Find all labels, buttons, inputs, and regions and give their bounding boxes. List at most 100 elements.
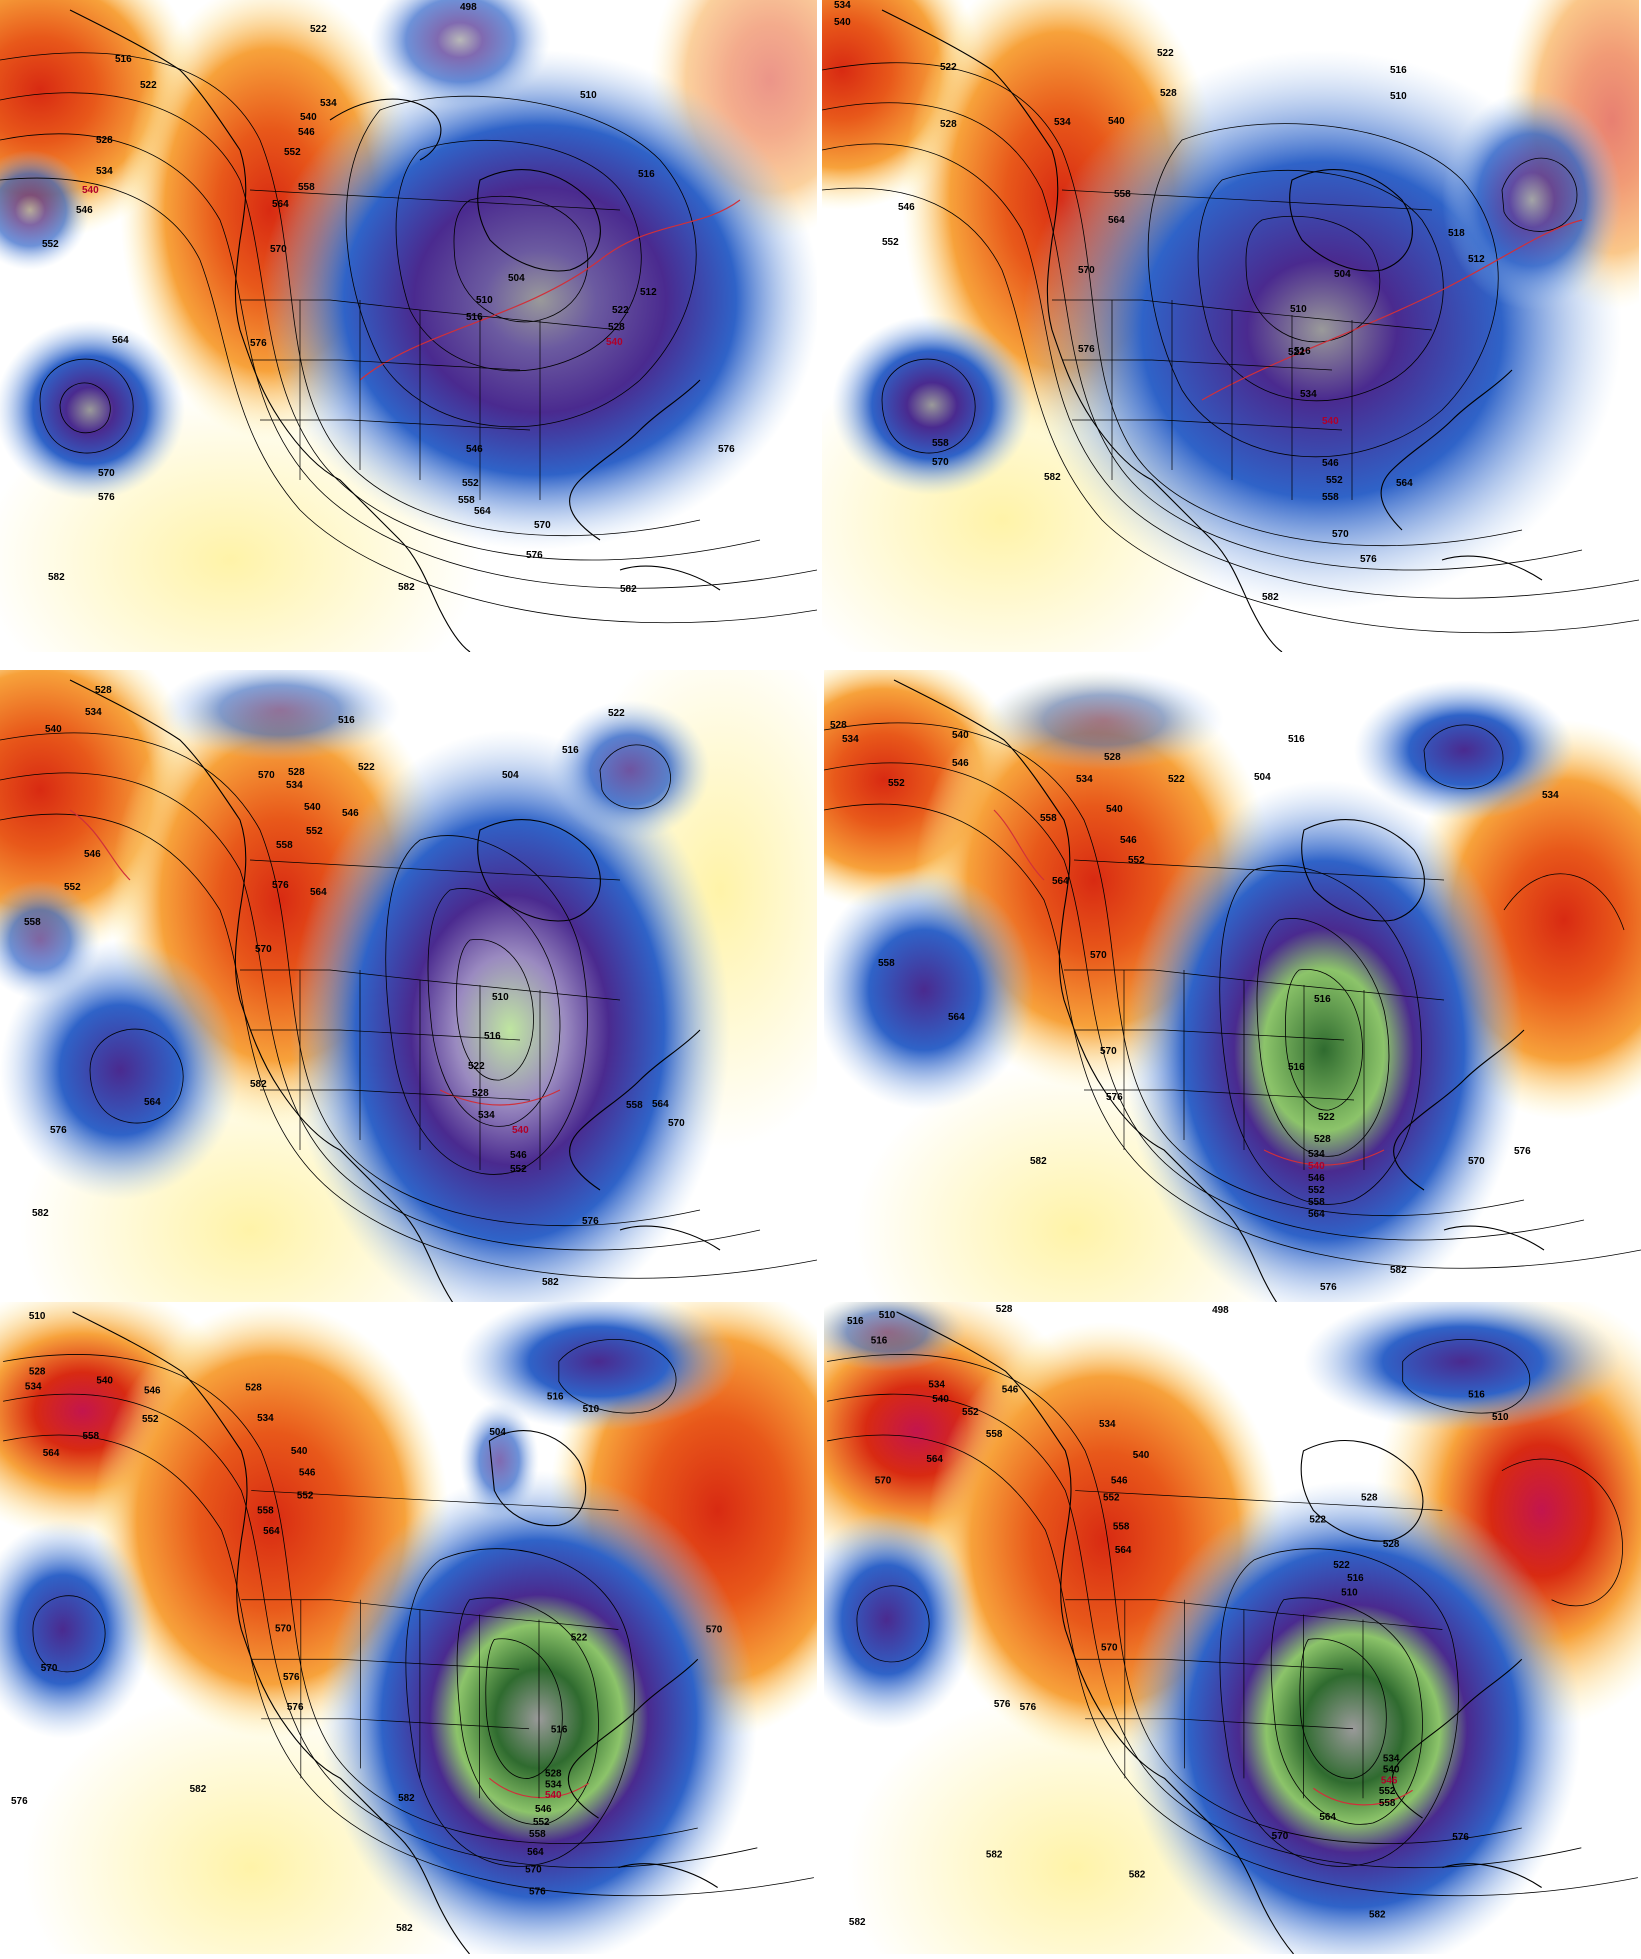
contour-label: 570: [706, 1624, 723, 1635]
contour-label: 564: [948, 1012, 965, 1023]
contour-label: 540: [932, 1394, 949, 1405]
contour-label: 534: [1383, 1753, 1400, 1764]
contour-label: 516: [562, 745, 579, 756]
contour-label: 540: [1106, 804, 1123, 815]
contour-label: 510: [1492, 1412, 1509, 1423]
contour-label: 582: [1030, 1156, 1047, 1167]
coastline-outline: [72, 1311, 718, 1954]
contour-label: 534: [257, 1413, 274, 1424]
height-field-map: 510 528 534 540 546 552 558 564 570 576 …: [0, 1302, 817, 1954]
contour-label: 552: [1326, 475, 1343, 486]
contour-label: 582: [1044, 472, 1061, 483]
contour-label: 516: [638, 169, 655, 180]
height-field-map: 510 516 528 534 540 546 552 558 564 570 …: [824, 1302, 1641, 1954]
height-contours: [824, 722, 1641, 1269]
contour-label: 522: [608, 708, 625, 719]
contour-label: 534: [25, 1381, 42, 1392]
contour-label: 576: [272, 880, 289, 891]
contour-label: 516: [847, 1316, 864, 1327]
contour-label: 558: [986, 1429, 1003, 1440]
contour-label: 570: [932, 457, 949, 468]
contour-label: 582: [1369, 1909, 1386, 1920]
contour-label: 528: [545, 1768, 562, 1779]
contour-label: 576: [1514, 1146, 1531, 1157]
contour-label: 576: [50, 1125, 67, 1136]
contour-label: 558: [1379, 1798, 1396, 1809]
contour-label: 558: [276, 840, 293, 851]
contour-label: 546: [952, 758, 969, 769]
contour-label: 582: [849, 1917, 866, 1928]
contour-label: 552: [510, 1164, 527, 1175]
contour-label: 570: [1101, 1642, 1118, 1653]
contour-label: 534: [1076, 774, 1093, 785]
contour-label: 534: [1308, 1149, 1325, 1160]
contour-label: 546: [342, 808, 359, 819]
contour-label: 498: [460, 2, 477, 13]
state-boundaries: [240, 189, 621, 500]
contour-label: 528: [1104, 752, 1121, 763]
contour-label: 570: [525, 1865, 542, 1876]
contour-label: 522: [1333, 1560, 1350, 1571]
contour-label: 516: [338, 715, 355, 726]
contour-label: 504: [1254, 772, 1271, 783]
contour-label: 534: [1300, 389, 1317, 400]
contour-label: 552: [533, 1817, 550, 1828]
contour-label: 576: [287, 1702, 304, 1713]
contour-label: 576: [994, 1699, 1011, 1710]
contour-label: 546: [1322, 458, 1339, 469]
contour-label: 522: [940, 62, 957, 73]
contour-label: 582: [250, 1079, 267, 1090]
contour-label: 582: [1390, 1265, 1407, 1276]
contour-label: 528: [288, 767, 305, 778]
contour-label: 534: [545, 1779, 562, 1790]
contour-label: 546: [1111, 1476, 1128, 1487]
contour-label: 576: [1078, 344, 1095, 355]
contour-label: 582: [398, 582, 415, 593]
contour-label: 540: [834, 17, 851, 28]
contour-label: 564: [1396, 478, 1413, 489]
contour-label: 576: [582, 1216, 599, 1227]
contour-label: 522: [468, 1061, 485, 1072]
contour-label: 558: [878, 958, 895, 969]
contour-label: 534: [842, 734, 859, 745]
map-panel: 528 534 540 546 552 558 564 570 576 582 …: [824, 670, 1641, 1322]
contour-label: 582: [32, 1208, 49, 1219]
contour-label: 510: [1341, 1588, 1358, 1599]
contour-label: 504: [1334, 269, 1351, 280]
contour-label: 516: [1347, 1573, 1364, 1584]
contour-label: 540: [1383, 1764, 1400, 1775]
contour-label: 518: [1448, 228, 1465, 239]
contour-label: 558: [932, 438, 949, 449]
contour-label: 576: [98, 492, 115, 503]
contour-labels: 528 534 540 546 552 558 564 570 576 582 …: [24, 685, 685, 1288]
coastline-outline: [69, 9, 721, 652]
contour-label: 570: [668, 1118, 685, 1129]
contour-label: 582: [396, 1923, 413, 1934]
contour-labels: 528 534 540 546 552 558 564 570 576 582 …: [830, 720, 1559, 1293]
state-boundaries: [1052, 189, 1433, 500]
contour-label: 570: [41, 1663, 58, 1674]
contour-label: 576: [526, 550, 543, 561]
contour-labels: 510 528 534 540 546 552 558 564 570 576 …: [11, 1311, 723, 1934]
contour-label: 534: [1542, 790, 1559, 801]
contour-label: 564: [1319, 1812, 1336, 1823]
state-boundaries: [1064, 859, 1445, 1170]
contour-label: 558: [1114, 189, 1131, 200]
contour-label: 540: [1133, 1450, 1150, 1461]
contour-label: 534: [478, 1110, 495, 1121]
contour-label: 558: [1040, 813, 1057, 824]
contour-label: 570: [1468, 1156, 1485, 1167]
contour-label: 522: [1309, 1514, 1326, 1525]
contour-label: 522: [612, 305, 629, 316]
contour-label: 582: [48, 572, 65, 583]
contour-label: 540: [1322, 416, 1339, 427]
contour-label: 528: [1361, 1492, 1378, 1503]
contour-label: 510: [583, 1404, 600, 1415]
contour-label: 528: [1383, 1539, 1400, 1550]
state-boundaries: [241, 1490, 619, 1799]
contour-label: 516: [484, 1031, 501, 1042]
contour-label: 510: [1290, 304, 1307, 315]
contour-labels: 498 522 516 522 528 534 540 546 552 510 …: [42, 2, 735, 595]
contour-label: 546: [1308, 1173, 1325, 1184]
contour-label: 522: [1157, 48, 1174, 59]
